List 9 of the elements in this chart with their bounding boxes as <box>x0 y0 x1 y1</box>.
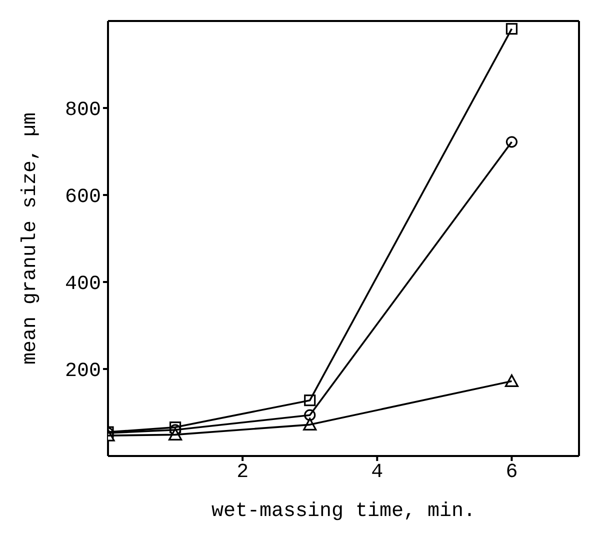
y-tick-label: 200 <box>64 360 101 384</box>
y-tick-label: 600 <box>64 186 101 210</box>
x-axis-title: wet-massing time, min. <box>211 500 476 523</box>
x-tick-label: 4 <box>371 461 384 484</box>
x-tick-label: 2 <box>236 461 249 484</box>
y-tick-label: 800 <box>64 99 101 122</box>
y-tick-label: 400 <box>64 273 101 296</box>
x-tick-label: 6 <box>506 461 518 484</box>
y-axis-title: mean granule size, µm <box>19 112 42 365</box>
